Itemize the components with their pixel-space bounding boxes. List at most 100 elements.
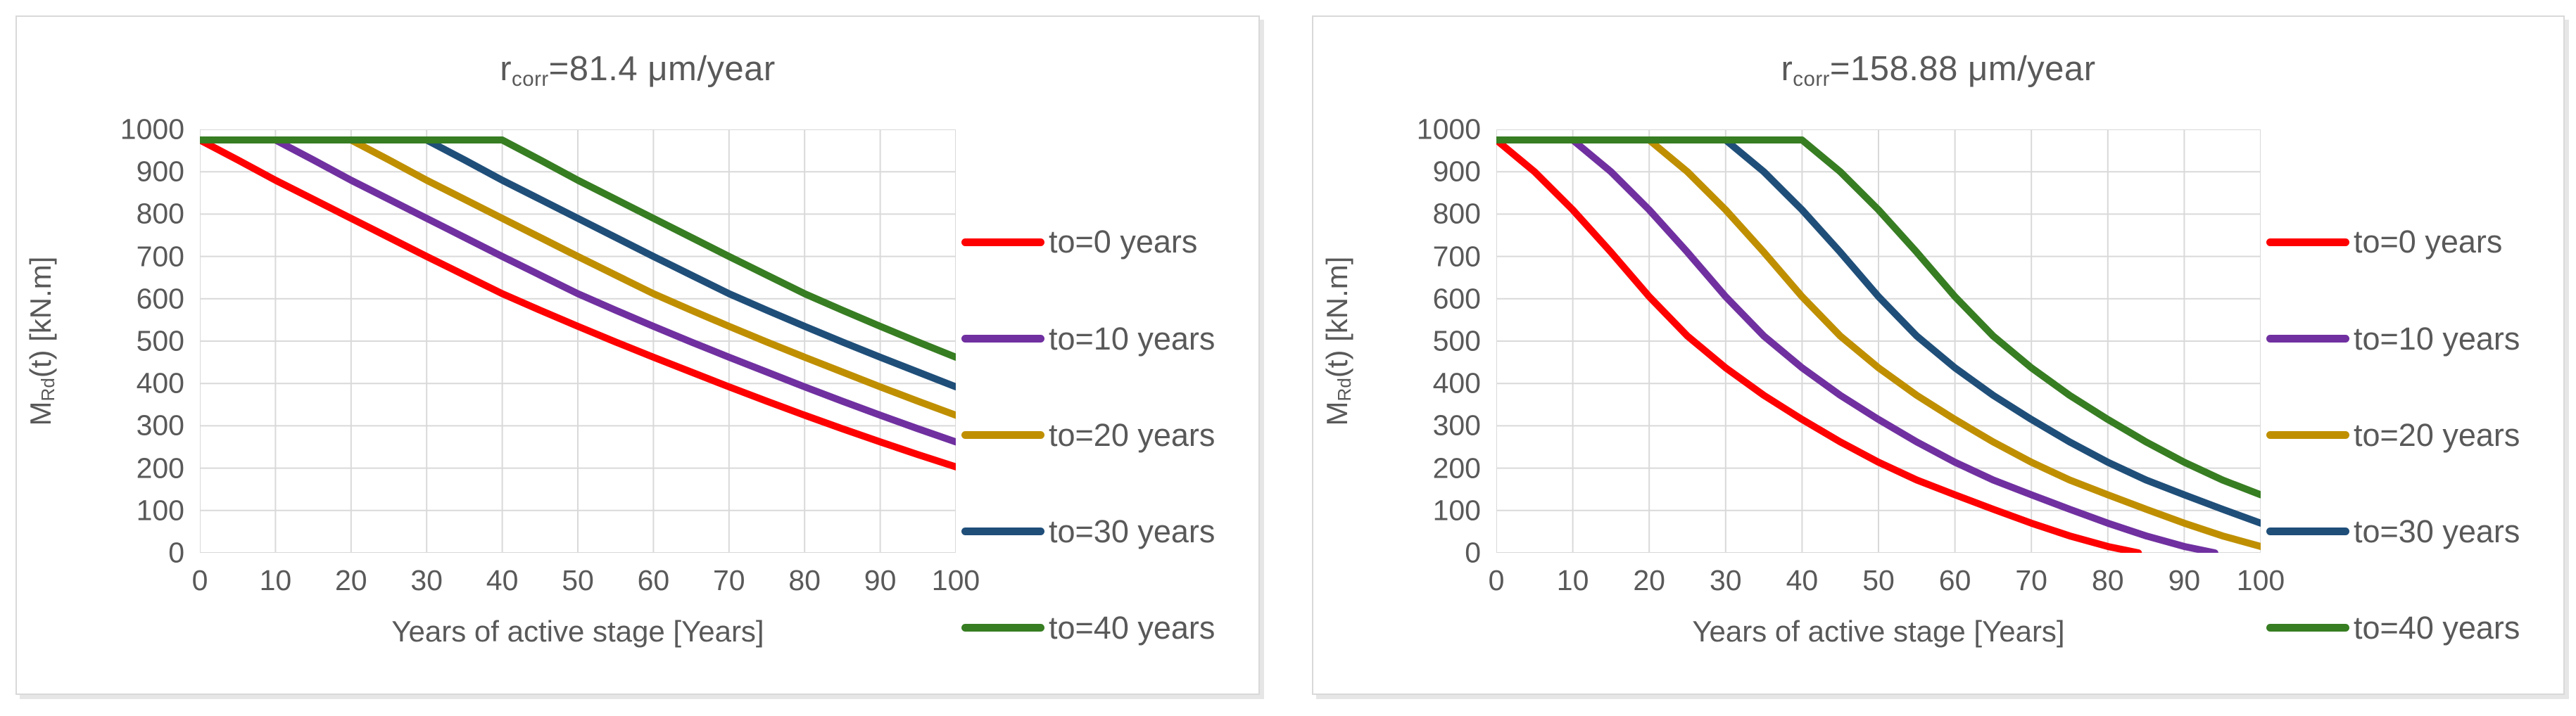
series-line-to-40-years — [1496, 140, 2261, 494]
plot-area — [1496, 129, 2261, 553]
legend-label: to=10 years — [1049, 320, 1216, 357]
title-base: r — [1781, 50, 1793, 88]
chart-panel-right: rcorr=158.88 μm/year MRd(t) [kN.m] 0 100 2… — [1312, 15, 2565, 695]
legend-label: to=30 years — [1049, 513, 1216, 549]
legend-line-swatch — [961, 528, 1044, 536]
y-tick-label: 700 — [1432, 240, 1481, 273]
legend-item: to=40 years — [961, 610, 1215, 646]
legend-label: to=0 years — [1049, 224, 1198, 260]
y-tick-label: 500 — [1432, 324, 1481, 357]
legend-line-swatch — [2266, 624, 2349, 632]
legend-line-swatch — [961, 238, 1044, 246]
x-tick-label: 10 — [259, 564, 292, 596]
legend-line-swatch — [2266, 238, 2349, 246]
y-title-base: M — [1320, 401, 1353, 426]
legend-line-swatch — [961, 624, 1044, 632]
y-tick-label: 900 — [136, 155, 184, 188]
x-tick-label: 70 — [2015, 564, 2047, 596]
series-line-to-0-years — [1496, 140, 2138, 553]
legend-item: to=30 years — [961, 513, 1215, 550]
y-title-rest: (t) [kN.m] — [23, 256, 57, 378]
x-tick-label: 80 — [788, 564, 821, 596]
legend-label: to=20 years — [1049, 416, 1216, 453]
chart-canvas — [200, 129, 956, 553]
title-subscript: corr — [512, 68, 549, 91]
x-tick-label: 50 — [562, 564, 594, 596]
legend-item: to=20 years — [2266, 417, 2520, 454]
series-line-to-20-years — [1496, 140, 2261, 546]
y-tick-label: 0 — [1465, 536, 1481, 569]
y-title-subscript: Rd — [1334, 378, 1356, 402]
plot-area — [200, 129, 956, 553]
y-tick-label: 900 — [1432, 155, 1481, 188]
legend-line-swatch — [2266, 335, 2349, 343]
series-line-to-10-years — [1496, 140, 2215, 553]
y-title-subscript: Rd — [37, 378, 59, 402]
legend-label: to=0 years — [2354, 224, 2503, 260]
legend-line-swatch — [961, 431, 1044, 440]
title-base: r — [500, 50, 512, 88]
x-tick-label: 90 — [864, 564, 897, 596]
chart-panel-left: rcorr=81.4 μm/year MRd(t) [kN.m] 0 100 200… — [15, 15, 1260, 695]
legend-item: to=10 years — [2266, 321, 2520, 357]
legend-label: to=20 years — [2354, 416, 2520, 453]
x-tick-label: 40 — [1786, 564, 1819, 596]
title-rest: =158.88 μm/year — [1829, 50, 2096, 88]
y-tick-label: 600 — [136, 282, 184, 315]
x-tick-label: 10 — [1556, 564, 1589, 596]
y-axis-title: MRd(t) [kN.m] — [1313, 129, 1363, 553]
series-line-to-30-years — [1496, 140, 2261, 523]
legend-label: to=40 years — [2354, 609, 2520, 646]
x-tick-label: 70 — [712, 564, 745, 596]
legend-line-swatch — [961, 335, 1044, 343]
y-title-base: M — [23, 401, 57, 426]
x-tick-label: 30 — [1709, 564, 1742, 596]
y-axis-title: MRd(t) [kN.m] — [17, 129, 66, 553]
x-tick-label: 40 — [486, 564, 519, 596]
x-tick-label: 30 — [410, 564, 443, 596]
x-tick-label: 20 — [1633, 564, 1665, 596]
y-title-rest: (t) [kN.m] — [1320, 256, 1353, 378]
x-tick-label: 80 — [2091, 564, 2124, 596]
x-axis-title: Years of active stage [Years] — [391, 615, 764, 648]
x-axis-title: Years of active stage [Years] — [1692, 615, 2065, 648]
x-tick-label: 60 — [1938, 564, 1971, 596]
series-line-to-0-years — [200, 140, 956, 467]
legend-line-swatch — [2266, 431, 2349, 440]
y-tick-label: 0 — [168, 536, 184, 569]
legend: to=0 years to=10 years to=20 years to=30 ye… — [2261, 129, 2563, 693]
x-tick-label: 0 — [191, 564, 208, 596]
legend-line-swatch — [2266, 528, 2349, 536]
y-tick-label: 100 — [1432, 494, 1481, 527]
x-tick-label: 0 — [1488, 564, 1505, 596]
x-axis-ticks: 0 10 20 30 40 50 60 70 80 90 100 — [192, 553, 980, 608]
y-tick-label: 800 — [136, 197, 184, 230]
series-line-to-40-years — [200, 140, 956, 357]
y-tick-label: 200 — [1432, 452, 1481, 485]
y-tick-label: 400 — [136, 366, 184, 399]
legend-label: to=30 years — [2354, 513, 2520, 549]
x-tick-label: 100 — [2236, 564, 2285, 596]
y-axis-ticks: 0 100 200 300 400 500 600 700 800 900 1000 — [1363, 113, 1496, 569]
y-tick-label: 400 — [1432, 366, 1481, 399]
y-tick-label: 600 — [1432, 282, 1481, 315]
legend: to=0 years to=10 years to=20 years to=30 ye… — [956, 129, 1258, 693]
legend-item: to=0 years — [961, 224, 1197, 260]
title-subscript: corr — [1793, 68, 1830, 91]
x-axis-ticks: 0 10 20 30 40 50 60 70 80 90 100 — [1489, 553, 2285, 608]
title-rest: =81.4 μm/year — [548, 50, 776, 88]
y-tick-label: 1000 — [120, 113, 184, 146]
series-line-to-20-years — [200, 140, 956, 415]
legend-item: to=30 years — [2266, 513, 2520, 550]
y-tick-label: 200 — [136, 452, 184, 485]
legend-label: to=10 years — [2354, 320, 2520, 357]
series-line-to-10-years — [200, 140, 956, 442]
legend-item: to=0 years — [2266, 224, 2502, 260]
x-tick-label: 60 — [637, 564, 670, 596]
x-tick-label: 50 — [1862, 564, 1895, 596]
y-tick-label: 1000 — [1416, 113, 1481, 146]
x-tick-label: 20 — [334, 564, 367, 596]
x-tick-label: 90 — [2168, 564, 2201, 596]
y-tick-label: 100 — [136, 494, 184, 527]
